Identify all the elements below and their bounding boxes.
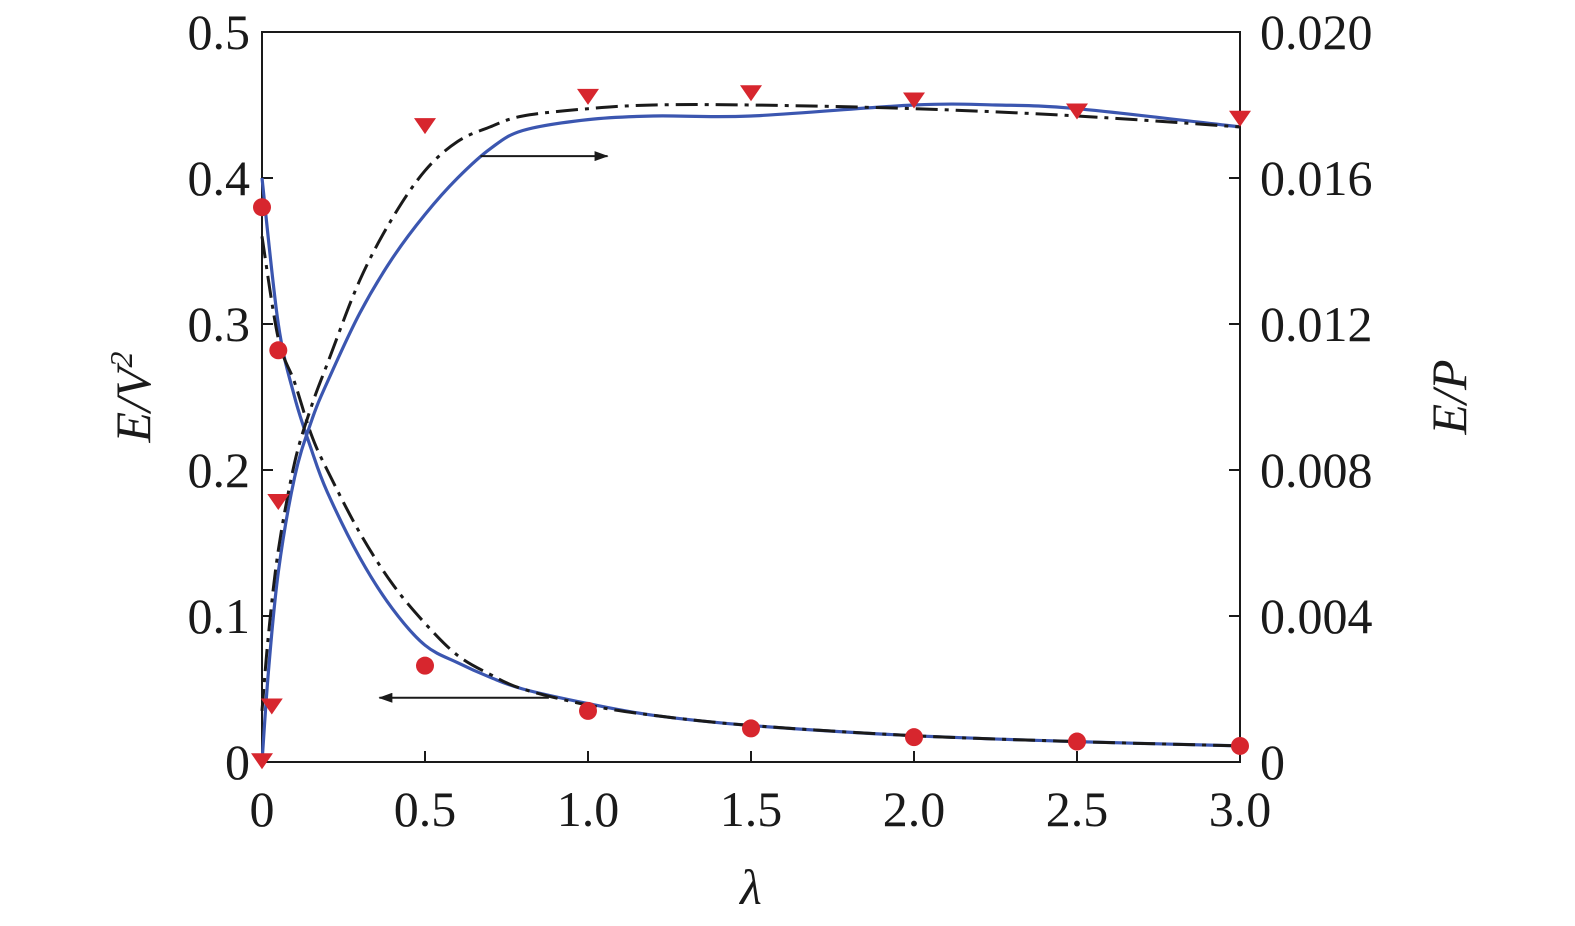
y-axis-left-label: E/V2: [103, 352, 161, 444]
y-left-tick-label: 0.3: [188, 296, 251, 352]
triangle-marker: [903, 92, 925, 109]
y-left-tick-label: 0.5: [188, 4, 251, 60]
triangle-marker: [1066, 103, 1088, 120]
y-right-tick-label: 0.004: [1260, 588, 1373, 644]
circle-marker: [416, 656, 434, 675]
axis-labels: λ E/V2 E/P: [103, 352, 1477, 915]
circle-marker: [579, 701, 597, 720]
y-left-tick-label: 0.4: [188, 150, 251, 206]
circle-marker: [742, 719, 760, 738]
triangle-marker: [1229, 110, 1251, 127]
series-line-1-dashdot: [260, 236, 1241, 748]
triangle-marker: [414, 118, 436, 135]
annotation-arrows: [378, 151, 609, 703]
y-axis-left-label-main: E/V: [105, 362, 161, 443]
triangle-marker: [740, 85, 762, 102]
x-tick-label: 0.5: [394, 781, 457, 837]
data-markers: [251, 85, 1251, 770]
x-tick-label: 2.0: [883, 781, 946, 837]
series-line-2-solid: [260, 102, 1241, 763]
circle-marker: [269, 341, 288, 360]
y-right-tick-label: 0: [1260, 734, 1285, 790]
circle-marker: [1068, 732, 1086, 751]
series-line-3-dashdot: [260, 103, 1241, 712]
triangle-marker: [577, 88, 599, 105]
axis-ticks: 0 0.5 1.0 1.5 2.0 2.5 3.000.10.20.30.40.500.00…: [188, 4, 1373, 837]
triangle-marker: [260, 698, 283, 715]
x-tick-label: 2.5: [1046, 781, 1109, 837]
circle-marker: [253, 198, 271, 217]
series-lines: [260, 102, 1241, 763]
y-left-tick-label: 0.2: [188, 442, 251, 498]
x-tick-label: 0: [250, 781, 275, 837]
x-axis-label: λ: [738, 859, 762, 915]
y-right-tick-label: 0.016: [1260, 150, 1373, 206]
y-right-tick-label: 0.012: [1260, 296, 1373, 352]
y-right-tick-label: 0.020: [1260, 4, 1373, 60]
y-axis-left-label-sup: 2: [103, 352, 139, 368]
circle-marker: [1231, 736, 1249, 755]
plot-frame: [261, 31, 1241, 763]
circle-marker: [905, 728, 923, 747]
series-line-0-solid: [260, 177, 1241, 748]
x-tick-label: 1.5: [720, 781, 783, 837]
triangle-marker: [267, 494, 290, 511]
y-right-tick-label: 0.008: [1260, 442, 1373, 498]
triangle-marker: [251, 753, 273, 770]
y-axis-right-label: E/P: [1421, 360, 1477, 436]
x-tick-label: 3.0: [1209, 781, 1272, 837]
y-left-tick-label: 0.1: [188, 588, 251, 644]
x-tick-label: 1.0: [557, 781, 620, 837]
y-left-tick-label: 0: [225, 734, 250, 790]
